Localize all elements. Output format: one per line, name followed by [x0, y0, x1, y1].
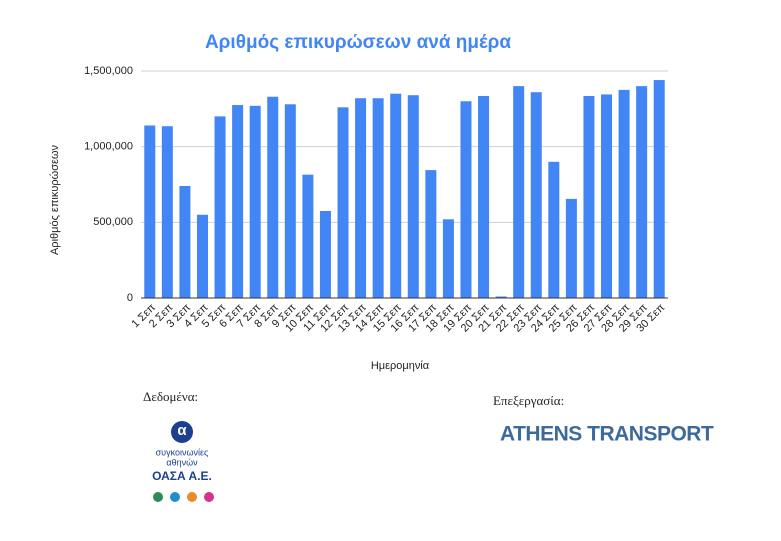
bar — [337, 107, 349, 298]
oasa-line: αθηνών — [166, 457, 198, 467]
oasa-line: συγκοινωνίες — [156, 447, 209, 457]
bar — [478, 95, 490, 298]
bar — [249, 105, 261, 298]
bar — [653, 80, 665, 298]
bar — [267, 96, 279, 298]
oasa-name: ΟΑΣΑ Α.Ε. — [152, 469, 212, 483]
bar — [548, 161, 560, 298]
y-axis-label: Αριθμός επικυρώσεων — [49, 144, 61, 255]
bar — [284, 104, 296, 298]
bar — [407, 95, 419, 298]
brand: ATHENS TRANSPORT — [500, 423, 714, 446]
bar — [161, 126, 173, 298]
icon — [187, 492, 197, 502]
bar — [513, 86, 525, 298]
y-tick-label: 1,000,000 — [84, 141, 133, 153]
bar — [460, 101, 472, 299]
x-axis-label: Ημερομηνία — [371, 360, 430, 372]
bar — [530, 92, 542, 298]
bar — [355, 98, 367, 299]
processing-credit-label: Επεξεργασία: — [493, 393, 564, 408]
icon — [153, 492, 163, 502]
bar — [601, 94, 613, 298]
bar — [425, 170, 437, 298]
icon — [170, 492, 180, 502]
oasa-logo — [171, 421, 193, 443]
bar — [196, 214, 208, 298]
bar — [495, 296, 507, 298]
chart-title: Αριθμός επικυρώσεων ανά ημέρα — [205, 32, 511, 53]
y-tick-label: 1,500,000 — [84, 65, 133, 77]
oasa-logo-glyph: α — [177, 422, 187, 439]
data-credit-label: Δεδομένα: — [143, 389, 198, 404]
bar — [372, 98, 384, 299]
bar — [319, 210, 331, 298]
bar — [442, 219, 454, 298]
bar — [144, 125, 156, 298]
bar — [232, 105, 244, 298]
y-tick-label: 0 — [127, 292, 133, 304]
icon — [204, 492, 214, 502]
bar — [565, 198, 577, 298]
bar — [618, 89, 630, 299]
bar — [583, 95, 595, 298]
bar — [302, 174, 314, 298]
bar — [390, 93, 402, 298]
bar — [636, 86, 648, 298]
bar — [179, 186, 191, 298]
bar — [214, 116, 226, 299]
y-tick-label: 500,000 — [93, 216, 133, 228]
